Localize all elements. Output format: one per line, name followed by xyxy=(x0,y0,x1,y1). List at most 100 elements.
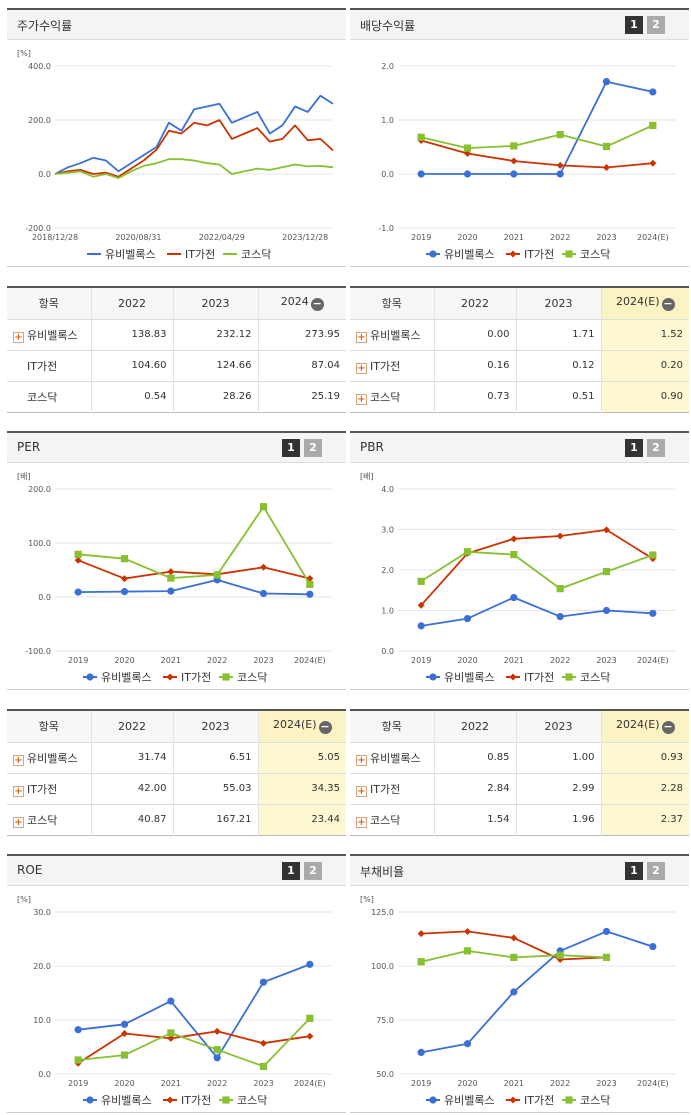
collapse-icon[interactable]: − xyxy=(318,720,332,735)
x-tick-label: 2023/12/28 xyxy=(282,233,328,242)
legend-label: 코스닥 xyxy=(580,1094,610,1107)
y-tick-label: 200.0 xyxy=(28,485,51,494)
dividend-table: 항목 2022 2023 2024(E) − + 유비벨록스 0.00 1.71 1.52 + IT가… xyxy=(350,286,689,413)
expand-icon xyxy=(13,360,24,371)
data-point xyxy=(510,988,518,996)
page-2-button[interactable]: 2 xyxy=(304,862,322,880)
data-point xyxy=(417,930,425,938)
value-cell: 42.00 xyxy=(90,772,173,804)
data-point xyxy=(213,1046,221,1054)
x-tick-label: 2020 xyxy=(457,1079,477,1088)
column-header: 2022 xyxy=(90,286,173,319)
roe-chart: [%]30.0 20.0 10.0 0.0 2019 2020 2021 2022 2023 20… xyxy=(17,895,333,1107)
x-tick-label: 2019 xyxy=(68,1079,88,1088)
data-point xyxy=(464,927,471,935)
x-tick-label: 2018/12/28 xyxy=(32,233,78,242)
legend-marker xyxy=(565,250,573,258)
data-point xyxy=(510,157,518,165)
data-point xyxy=(649,551,657,559)
collapse-icon[interactable]: − xyxy=(310,297,324,312)
legend-label: 유비벨록스 xyxy=(444,1094,495,1107)
page-1-button[interactable]: 1 xyxy=(282,439,300,457)
expand-icon[interactable]: + xyxy=(13,785,24,797)
value-cell: 104.60 xyxy=(90,349,173,381)
data-point xyxy=(74,588,82,596)
series-3 xyxy=(417,121,657,152)
page-2-button[interactable]: 2 xyxy=(304,439,322,457)
page-2-button[interactable]: 2 xyxy=(647,16,665,34)
collapse-icon[interactable]: − xyxy=(661,720,675,735)
chart-panel-stock: 주가수익률 [%] 400.0 200.0 0.0 -200.0 2018/12/28 20… xyxy=(7,8,346,267)
data-point xyxy=(463,615,472,623)
panel-title: 배당수익률 xyxy=(360,19,416,33)
expand-icon[interactable]: + xyxy=(356,754,367,766)
per-table: 항목 2022 2023 2024(E) − + 유비벨록스 31.74 6.51 5.05 + IT… xyxy=(7,709,346,836)
expand-icon[interactable]: + xyxy=(13,816,24,828)
series-line xyxy=(420,139,653,169)
dividend-yield-chart: 2.0 1.0 0.0 -1.0 2019 2020 2021 2022 2023 2024(E)… xyxy=(378,62,676,261)
series-2 xyxy=(417,927,610,964)
data-point xyxy=(602,568,611,576)
data-point xyxy=(510,551,518,559)
panel-title: PBR xyxy=(360,440,384,454)
table-row: IT가전 104.60 124.66 87.04 xyxy=(7,349,346,381)
row-name-cell: IT가전 xyxy=(7,349,91,381)
legend-marker xyxy=(222,1096,230,1104)
row-name: 코스닥 xyxy=(370,813,401,827)
legend: 유비벨록스 IT가전 코스닥 xyxy=(83,671,267,684)
column-header-label: 2023 xyxy=(544,296,573,310)
page-2-button[interactable]: 2 xyxy=(647,439,665,457)
expand-icon[interactable]: + xyxy=(356,331,367,343)
page-1-button[interactable]: 1 xyxy=(625,862,643,880)
row-name-cell: + IT가전 xyxy=(350,772,434,804)
x-tick-label: 2019 xyxy=(411,1079,431,1088)
expand-icon[interactable]: + xyxy=(356,816,367,828)
legend-label: 유비벨록스 xyxy=(444,671,495,684)
data-point xyxy=(603,164,610,172)
x-tick-label: 2024(E) xyxy=(637,1079,669,1088)
legend-marker xyxy=(509,250,517,258)
expand-icon[interactable]: + xyxy=(13,754,24,766)
column-header-label: 2024(E) xyxy=(615,718,660,732)
column-header-label: 2024(E) xyxy=(272,718,317,732)
x-tick-label: 2023 xyxy=(253,1079,273,1088)
table-row: + 유비벨록스 138.83 232.12 273.95 xyxy=(7,318,346,350)
expand-icon[interactable]: + xyxy=(356,362,367,374)
table-row: + 코스닥 1.54 1.96 2.37 xyxy=(350,803,689,835)
series-2 xyxy=(74,556,314,583)
panel-header: 배당수익률 1 2 xyxy=(350,10,689,40)
value-cell: 0.51 xyxy=(515,380,601,412)
x-tick-label: 2022 xyxy=(550,233,570,242)
series-2 xyxy=(74,1027,314,1067)
y-tick-label: 200.0 xyxy=(28,116,51,125)
series-line xyxy=(77,1030,310,1064)
row-name-cell: + IT가전 xyxy=(350,349,434,381)
legend-marker xyxy=(509,1096,517,1104)
expand-icon[interactable]: + xyxy=(356,393,367,405)
x-tick-label: 2019 xyxy=(411,656,431,665)
x-tick-label: 2021 xyxy=(161,656,181,665)
data-point xyxy=(510,535,518,543)
data-point xyxy=(464,149,471,157)
series-line xyxy=(421,596,653,627)
value-cell: 124.66 xyxy=(172,349,258,381)
table-header-row: 항목 2022 2023 2024(E) − xyxy=(7,709,346,742)
value-cell: 232.12 xyxy=(172,318,258,350)
page-1-button[interactable]: 1 xyxy=(625,16,643,34)
expand-icon[interactable]: + xyxy=(13,331,24,343)
legend-label: IT가전 xyxy=(524,248,554,261)
data-point xyxy=(167,997,175,1005)
x-tick-label: 2022 xyxy=(207,656,227,665)
page-1-button[interactable]: 1 xyxy=(625,439,643,457)
per-chart: [배] 200.0 100.0 0.0 -100.0 2019 2020 2021 2022 20… xyxy=(17,472,333,684)
series-3 xyxy=(74,503,314,588)
value-cell: 1.00 xyxy=(515,741,601,773)
expand-icon[interactable]: + xyxy=(356,785,367,797)
page-2-button[interactable]: 2 xyxy=(647,862,665,880)
panel-header: PER 1 2 xyxy=(7,433,346,463)
y-tick-label: 0.0 xyxy=(38,593,51,602)
row-name: IT가전 xyxy=(370,359,401,373)
page-1-button[interactable]: 1 xyxy=(282,862,300,880)
collapse-icon[interactable]: − xyxy=(661,297,675,312)
data-point xyxy=(120,1051,129,1059)
